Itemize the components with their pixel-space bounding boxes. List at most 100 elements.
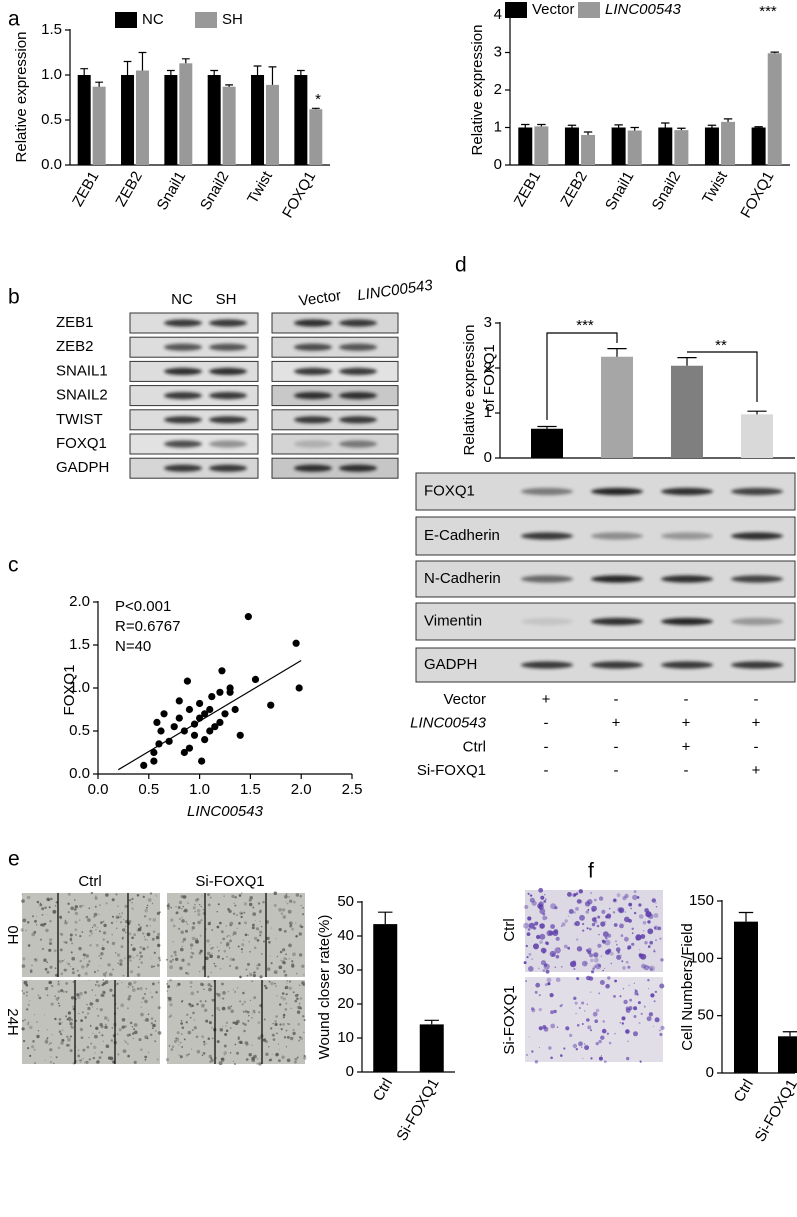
micrograph-speck xyxy=(144,938,147,941)
micrograph-speck xyxy=(74,920,78,924)
micrograph-speck xyxy=(49,920,52,923)
scatter-point xyxy=(208,693,216,701)
blot-band xyxy=(294,367,332,375)
micrograph-speck xyxy=(534,990,538,994)
micrograph-speck xyxy=(550,903,557,910)
micrograph-speck xyxy=(223,949,227,953)
micrograph-speck xyxy=(83,957,86,960)
micrograph-speck xyxy=(591,917,597,922)
micrograph-speck xyxy=(295,922,297,924)
error-bar xyxy=(677,357,697,366)
micrograph-speck xyxy=(581,1046,583,1048)
micrograph-speck xyxy=(165,1058,169,1062)
micrograph-speck xyxy=(59,933,61,935)
blot-row-label: N-Cadherin xyxy=(424,570,501,587)
micrograph-speck xyxy=(199,934,202,937)
micrograph-speck xyxy=(239,975,242,979)
micrograph-speck xyxy=(302,1015,305,1018)
micrograph-speck xyxy=(124,957,126,959)
micrograph-speck xyxy=(249,972,251,974)
micrograph-speck xyxy=(284,973,288,977)
micrograph-speck xyxy=(46,994,49,997)
y-axis-label: Wound closer rate(%) xyxy=(316,915,333,1060)
micrograph-speck xyxy=(169,1003,173,1007)
treatment-label: Si-FOXQ1 xyxy=(417,762,486,779)
scatter-point xyxy=(201,736,209,744)
micrograph-speck xyxy=(256,1062,259,1065)
micrograph-speck xyxy=(203,1043,206,1046)
micrograph-speck xyxy=(81,1036,84,1039)
micrograph-speck xyxy=(31,964,33,966)
micrograph-speck xyxy=(54,995,56,997)
micrograph-speck xyxy=(146,904,149,907)
micrograph-speck xyxy=(77,1049,80,1051)
scatter-point xyxy=(251,675,260,684)
micrograph-speck xyxy=(254,920,256,921)
micrograph-speck xyxy=(81,965,85,969)
scatter-point xyxy=(206,727,214,735)
micrograph-speck xyxy=(221,957,224,960)
micrograph-speck xyxy=(52,909,57,914)
micrograph-speck xyxy=(142,947,146,951)
micrograph-speck xyxy=(627,945,632,950)
micrograph-speck xyxy=(248,941,250,943)
micrograph-speck xyxy=(292,1031,296,1036)
micrograph-speck xyxy=(122,974,125,977)
y-tick-label: 0 xyxy=(346,1063,354,1080)
micrograph-speck xyxy=(272,1023,274,1025)
micrograph-speck xyxy=(258,1011,261,1014)
micrograph-speck xyxy=(232,934,234,936)
micrograph-speck xyxy=(21,899,25,903)
micrograph-speck xyxy=(166,958,168,961)
micrograph-speck xyxy=(243,911,246,914)
micrograph-speck xyxy=(602,931,609,938)
micrograph-speck xyxy=(588,1019,590,1021)
micrograph-speck xyxy=(291,960,294,963)
micrograph-speck xyxy=(298,932,302,936)
micrograph-speck xyxy=(102,920,105,923)
micrograph-speck xyxy=(122,1049,127,1053)
blot-row-label: FOXQ1 xyxy=(56,435,107,452)
micrograph-speck xyxy=(620,934,624,937)
micrograph-speck xyxy=(545,941,550,946)
micrograph-speck xyxy=(54,967,57,969)
micrograph-speck xyxy=(597,943,602,948)
micrograph-speck xyxy=(190,947,193,950)
micrograph-speck xyxy=(268,941,271,944)
micrograph-speck xyxy=(80,1059,83,1062)
blot-box xyxy=(271,336,399,358)
y-tick-label: 2 xyxy=(484,359,492,376)
micrograph-speck xyxy=(525,944,528,948)
micrograph-speck xyxy=(560,1003,564,1007)
treatment-mark: - xyxy=(544,762,549,779)
micrograph-speck xyxy=(554,966,556,968)
micrograph-speck xyxy=(58,1004,61,1007)
blot-band xyxy=(521,617,573,626)
micrograph-speck xyxy=(626,1056,630,1061)
treatment-mark: - xyxy=(614,738,619,755)
micrograph-speck xyxy=(150,958,152,959)
micrograph-speck xyxy=(124,931,127,934)
micrograph-speck xyxy=(179,966,183,970)
micrograph-speck xyxy=(200,919,203,922)
micrograph-speck xyxy=(622,988,625,990)
micrograph-speck xyxy=(225,1029,229,1033)
micrograph-speck xyxy=(279,950,283,954)
micrograph-speck xyxy=(199,904,201,906)
micrograph-speck xyxy=(534,921,539,926)
micrograph-speck xyxy=(121,1025,125,1029)
micrograph-speck xyxy=(102,972,107,977)
micrograph-speck xyxy=(157,1031,162,1035)
micrograph-speck xyxy=(176,985,178,987)
micrograph-speck xyxy=(34,1062,36,1065)
micrograph-speck xyxy=(127,997,131,1001)
micrograph-speck xyxy=(581,1001,585,1005)
micrograph-speck xyxy=(628,1006,633,1011)
micrograph-speck xyxy=(79,1061,82,1064)
micrograph-speck xyxy=(251,1056,255,1061)
micrograph-speck xyxy=(292,1028,295,1032)
treatment-mark: - xyxy=(544,738,549,755)
treatment-mark: + xyxy=(752,715,761,732)
micrograph-speck xyxy=(180,1022,183,1025)
micrograph-speck xyxy=(539,940,543,944)
